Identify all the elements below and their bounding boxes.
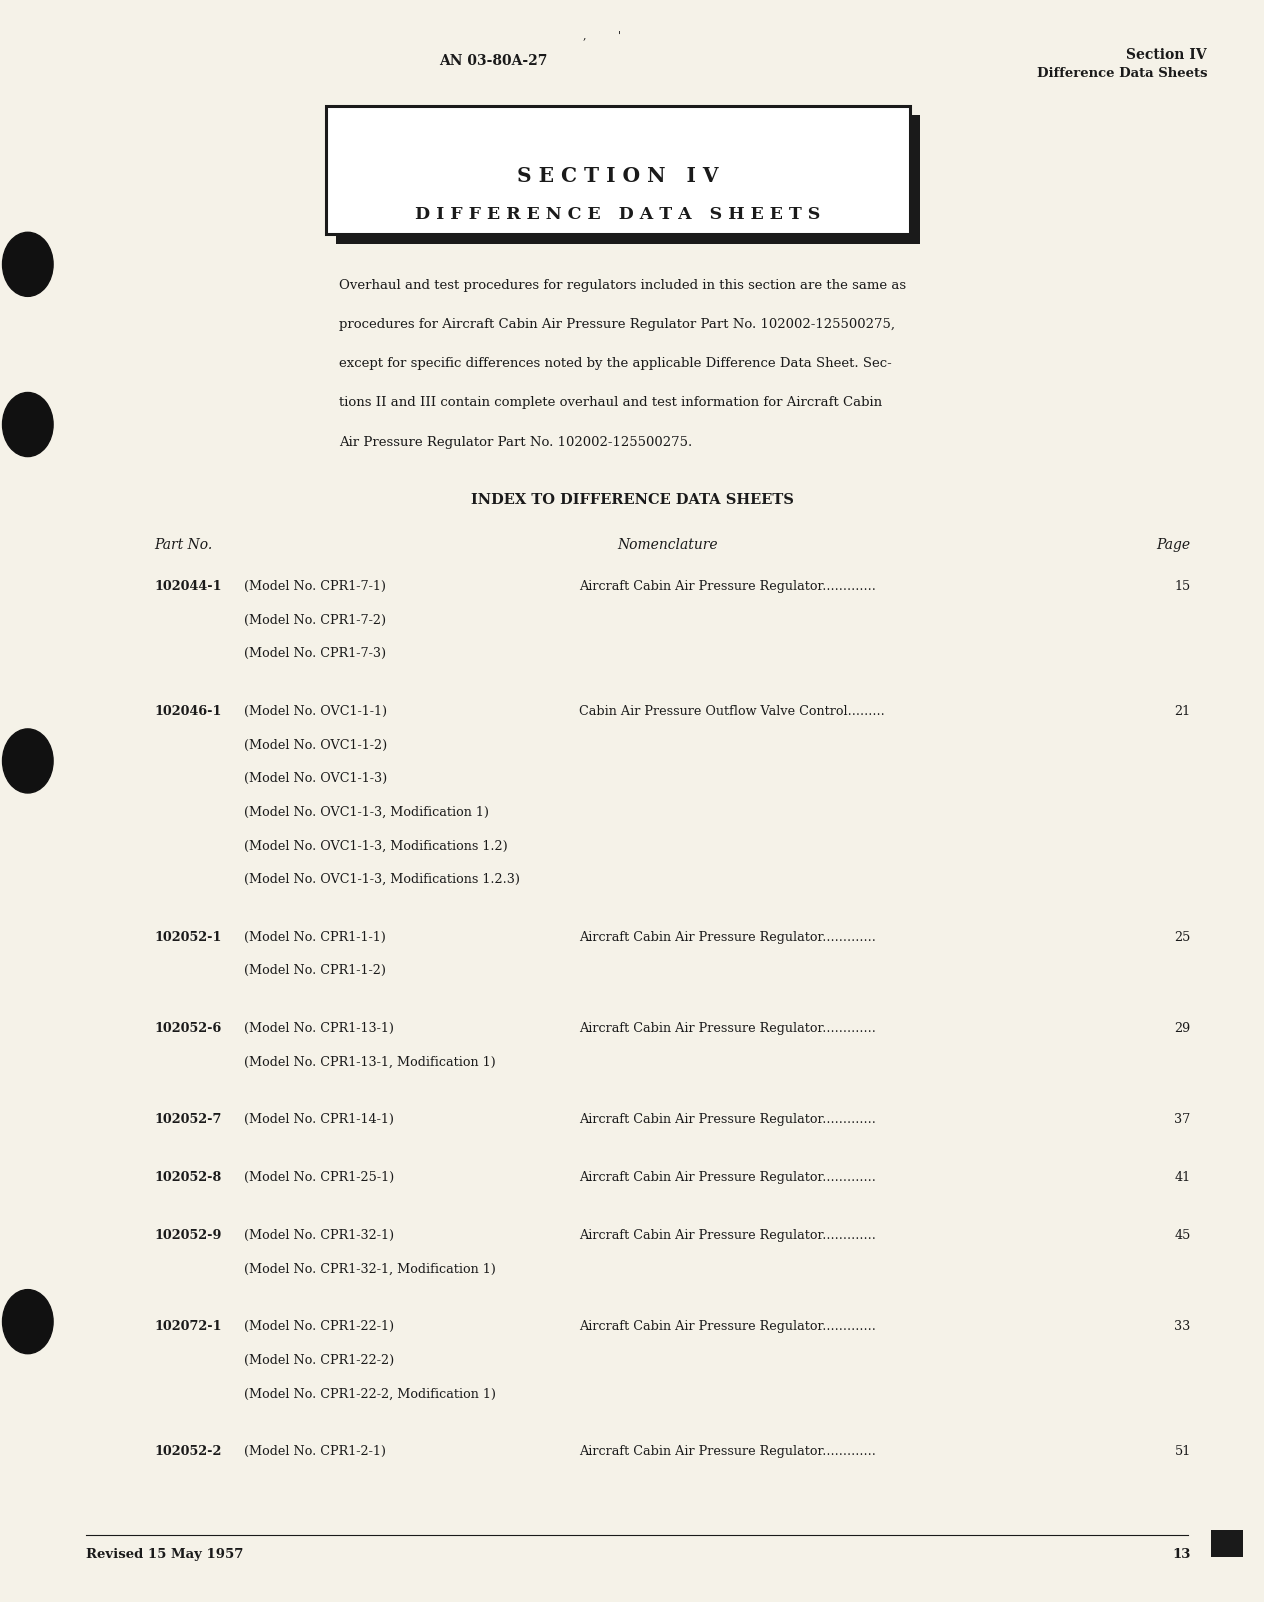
Circle shape — [3, 392, 53, 457]
Text: 102072-1: 102072-1 — [154, 1320, 221, 1333]
Text: INDEX TO DIFFERENCE DATA SHEETS: INDEX TO DIFFERENCE DATA SHEETS — [470, 493, 794, 508]
Text: 41: 41 — [1174, 1171, 1191, 1184]
Text: Difference Data Sheets: Difference Data Sheets — [1036, 67, 1207, 80]
Text: 51: 51 — [1174, 1445, 1191, 1458]
Text: Aircraft Cabin Air Pressure Regulator.............: Aircraft Cabin Air Pressure Regulator...… — [579, 580, 876, 593]
Text: (Model No. CPR1-1-1): (Model No. CPR1-1-1) — [244, 931, 386, 944]
Text: 102052-8: 102052-8 — [154, 1171, 221, 1184]
Text: (Model No. OVC1-1-3): (Model No. OVC1-1-3) — [244, 772, 387, 785]
Text: AN 03-80A-27: AN 03-80A-27 — [439, 54, 547, 69]
FancyBboxPatch shape — [326, 106, 910, 234]
Text: (Model No. CPR1-2-1): (Model No. CPR1-2-1) — [244, 1445, 386, 1458]
Text: (Model No. OVC1-1-1): (Model No. OVC1-1-1) — [244, 705, 387, 718]
Text: S E C T I O N   I V: S E C T I O N I V — [517, 167, 719, 186]
FancyBboxPatch shape — [336, 115, 920, 244]
Text: Air Pressure Regulator Part No. 102002-125500275.: Air Pressure Regulator Part No. 102002-1… — [339, 436, 691, 449]
Text: Aircraft Cabin Air Pressure Regulator.............: Aircraft Cabin Air Pressure Regulator...… — [579, 1171, 876, 1184]
Text: 13: 13 — [1172, 1548, 1191, 1560]
Text: Aircraft Cabin Air Pressure Regulator.............: Aircraft Cabin Air Pressure Regulator...… — [579, 1445, 876, 1458]
Text: D I F F E R E N C E   D A T A   S H E E T S: D I F F E R E N C E D A T A S H E E T S — [416, 207, 820, 223]
Text: 29: 29 — [1174, 1022, 1191, 1035]
Text: (Model No. CPR1-1-2): (Model No. CPR1-1-2) — [244, 964, 386, 977]
Text: 102052-1: 102052-1 — [154, 931, 221, 944]
Text: (Model No. OVC1-1-3, Modification 1): (Model No. OVC1-1-3, Modification 1) — [244, 806, 489, 819]
Text: Cabin Air Pressure Outflow Valve Control.........: Cabin Air Pressure Outflow Valve Control… — [579, 705, 885, 718]
Text: procedures for Aircraft Cabin Air Pressure Regulator Part No. 102002-125500275,: procedures for Aircraft Cabin Air Pressu… — [339, 317, 895, 332]
Text: Nomenclature: Nomenclature — [617, 538, 718, 553]
Text: (Model No. OVC1-1-2): (Model No. OVC1-1-2) — [244, 739, 387, 751]
Text: ,: , — [583, 30, 585, 40]
Text: except for specific differences noted by the applicable Difference Data Sheet. S: except for specific differences noted by… — [339, 357, 891, 370]
Text: 102046-1: 102046-1 — [154, 705, 221, 718]
Text: Page: Page — [1157, 538, 1191, 553]
Text: Aircraft Cabin Air Pressure Regulator.............: Aircraft Cabin Air Pressure Regulator...… — [579, 1229, 876, 1242]
Circle shape — [3, 1290, 53, 1354]
Bar — [1211, 1530, 1243, 1557]
Text: 37: 37 — [1174, 1113, 1191, 1126]
Text: (Model No. CPR1-22-2, Modification 1): (Model No. CPR1-22-2, Modification 1) — [244, 1387, 495, 1400]
Text: (Model No. CPR1-25-1): (Model No. CPR1-25-1) — [244, 1171, 394, 1184]
Text: Overhaul and test procedures for regulators included in this section are the sam: Overhaul and test procedures for regulat… — [339, 279, 906, 292]
Text: Revised 15 May 1957: Revised 15 May 1957 — [86, 1548, 244, 1560]
Circle shape — [3, 729, 53, 793]
Text: (Model No. CPR1-7-1): (Model No. CPR1-7-1) — [244, 580, 386, 593]
Text: 102052-9: 102052-9 — [154, 1229, 221, 1242]
Circle shape — [3, 232, 53, 296]
Text: (Model No. CPR1-14-1): (Model No. CPR1-14-1) — [244, 1113, 394, 1126]
Text: 45: 45 — [1174, 1229, 1191, 1242]
Text: 33: 33 — [1174, 1320, 1191, 1333]
Text: (Model No. CPR1-13-1): (Model No. CPR1-13-1) — [244, 1022, 394, 1035]
Text: (Model No. OVC1-1-3, Modifications 1.2): (Model No. OVC1-1-3, Modifications 1.2) — [244, 839, 508, 852]
Text: 102052-2: 102052-2 — [154, 1445, 221, 1458]
Text: 21: 21 — [1174, 705, 1191, 718]
Text: 102052-6: 102052-6 — [154, 1022, 221, 1035]
Text: Aircraft Cabin Air Pressure Regulator.............: Aircraft Cabin Air Pressure Regulator...… — [579, 1022, 876, 1035]
Text: (Model No. CPR1-32-1, Modification 1): (Model No. CPR1-32-1, Modification 1) — [244, 1262, 495, 1275]
Text: (Model No. CPR1-22-1): (Model No. CPR1-22-1) — [244, 1320, 394, 1333]
Text: 102044-1: 102044-1 — [154, 580, 221, 593]
Text: ': ' — [618, 30, 621, 40]
Text: (Model No. CPR1-7-3): (Model No. CPR1-7-3) — [244, 647, 386, 660]
Text: 15: 15 — [1174, 580, 1191, 593]
Text: Aircraft Cabin Air Pressure Regulator.............: Aircraft Cabin Air Pressure Regulator...… — [579, 1113, 876, 1126]
Text: tions II and III contain complete overhaul and test information for Aircraft Cab: tions II and III contain complete overha… — [339, 396, 882, 410]
Text: (Model No. CPR1-13-1, Modification 1): (Model No. CPR1-13-1, Modification 1) — [244, 1056, 495, 1069]
Text: 25: 25 — [1174, 931, 1191, 944]
Text: (Model No. CPR1-32-1): (Model No. CPR1-32-1) — [244, 1229, 394, 1242]
Text: 102052-7: 102052-7 — [154, 1113, 221, 1126]
Text: Aircraft Cabin Air Pressure Regulator.............: Aircraft Cabin Air Pressure Regulator...… — [579, 931, 876, 944]
Text: Section IV: Section IV — [1126, 48, 1207, 62]
Text: (Model No. OVC1-1-3, Modifications 1.2.3): (Model No. OVC1-1-3, Modifications 1.2.3… — [244, 873, 520, 886]
Text: Aircraft Cabin Air Pressure Regulator.............: Aircraft Cabin Air Pressure Regulator...… — [579, 1320, 876, 1333]
Text: (Model No. CPR1-7-2): (Model No. CPR1-7-2) — [244, 614, 386, 626]
Text: Part No.: Part No. — [154, 538, 212, 553]
Text: (Model No. CPR1-22-2): (Model No. CPR1-22-2) — [244, 1354, 394, 1367]
